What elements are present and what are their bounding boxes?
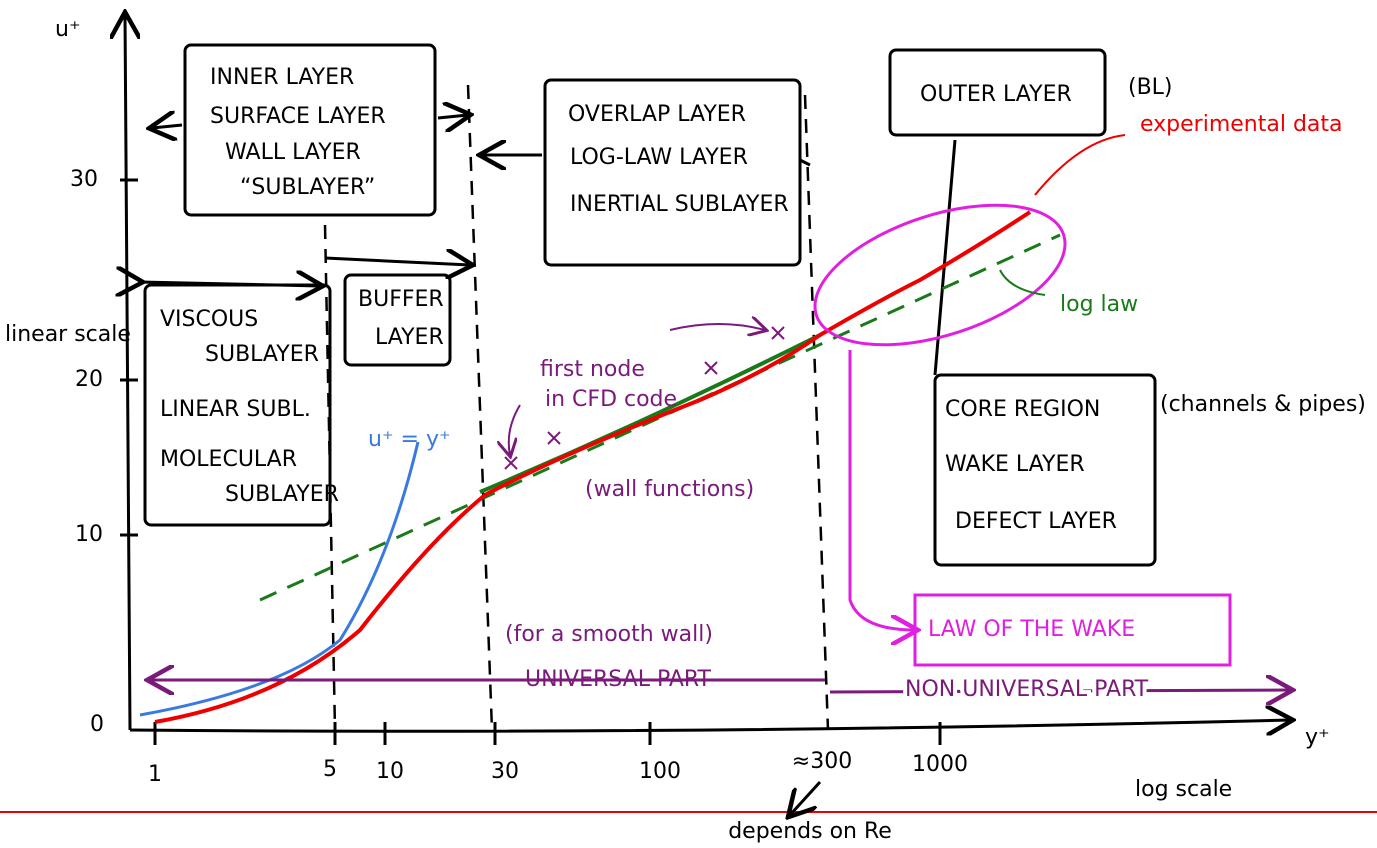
core-text: CORE REGION [945,397,1100,422]
y-tick: 10 [75,522,103,547]
wake-text: LAW OF THE WAKE [928,617,1135,642]
y-tick: 20 [75,367,103,392]
x-tick: 1 [148,762,162,787]
y-tick: 0 [90,712,104,737]
outer-text: OUTER LAYER [920,82,1072,107]
y-tick: 30 [70,167,98,192]
linear-law-label: u⁺ = y⁺ [368,427,451,452]
x-label: y⁺ [1305,725,1330,750]
overlap-text: OVERLAP LAYER [568,102,746,127]
inner-text: “SUBLAYER” [240,175,375,200]
overlap-text: LOG-LAW LAYER [570,145,748,170]
x-tick: 5 [323,757,337,782]
core-text: WAKE LAYER [945,452,1085,477]
diagram: u⁺ y⁺ linear scale log scale 0 10 20 30 … [0,0,1377,848]
core-note: (channels & pipes) [1160,392,1366,417]
x-tick: ≈300 [792,749,852,774]
viscous-text: SUBLAYER [225,482,339,507]
buffer-text: LAYER [375,325,444,350]
x-tick: 1000 [912,752,968,777]
viscous-text: LINEAR SUBL. [160,397,311,422]
wall-functions: (wall functions) [585,477,754,502]
x-tick: 100 [639,759,681,784]
inner-text: WALL LAYER [225,140,361,165]
non-universal-label: NON UNIVERSAL PART [905,677,1149,702]
core-text: DEFECT LAYER [955,509,1117,534]
first-node: in CFD code [545,387,677,412]
viscous-text: SUBLAYER [205,342,319,367]
smooth-wall: (for a smooth wall) [505,622,713,647]
y-scale: linear scale [5,322,131,347]
inner-text: INNER LAYER [210,65,354,90]
x-tick: 10 [376,759,404,784]
viscous-text: MOLECULAR [160,447,297,472]
inner-text: SURFACE LAYER [210,104,386,129]
x-tick: 30 [491,759,519,784]
buffer-text: BUFFER [358,287,444,312]
viscous-text: VISCOUS [160,307,258,332]
x-note: depends on Re [728,819,892,844]
universal-label: UNIVERSAL PART [525,667,712,692]
experimental-label: experimental data [1140,112,1343,137]
overlap-text: INERTIAL SUBLAYER [570,192,789,217]
log-law-label: log law [1060,292,1138,317]
x-scale: log scale [1135,777,1232,802]
outer-note: (BL) [1128,75,1173,100]
y-label: u⁺ [55,17,81,42]
first-node: first node [540,357,645,382]
